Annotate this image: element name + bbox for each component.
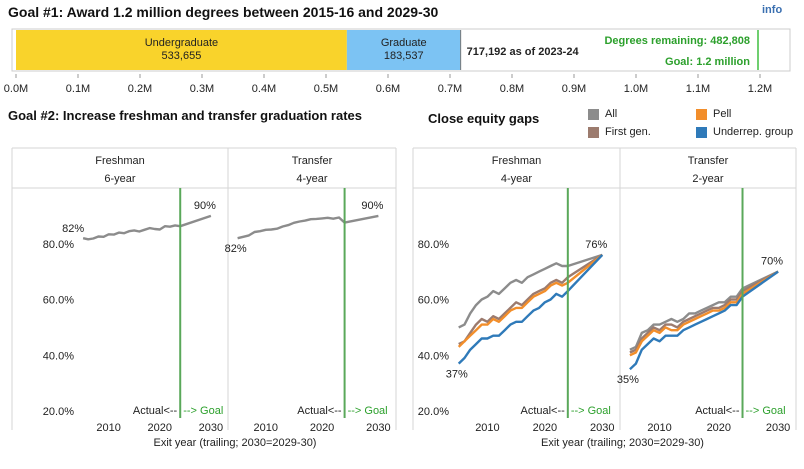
x-tick-label: 1.2M — [748, 83, 772, 95]
series-line-pell[interactable] — [629, 270, 779, 357]
equity-chart: 20.0% 40.0% 60.0% 80.0% Freshman 4-year 2010 20… — [412, 147, 797, 449]
y-tick-label: 60.0% — [43, 295, 74, 307]
panel-header: Freshman — [492, 155, 542, 167]
series-line-pell[interactable] — [457, 253, 604, 348]
x-tick-label: 0.5M — [314, 83, 338, 95]
panel-subheader: 4-year — [501, 173, 533, 185]
panel-subheader: 6-year — [104, 173, 136, 185]
panel-header: Transfer — [688, 155, 729, 167]
x-tick-label: 2010 — [96, 422, 120, 434]
start-value-label: 35% — [617, 374, 639, 386]
goal2-title: Goal #2: Increase freshman and transfer … — [8, 108, 363, 123]
end-value-label: 70% — [761, 256, 783, 268]
x-axis-title: Exit year (trailing; 2030=2029-30) — [541, 437, 704, 449]
legend-label-underrep: Underrep. group — [713, 126, 794, 138]
x-tick-label: 2020 — [148, 422, 172, 434]
y-tick-label: 40.0% — [418, 350, 449, 362]
x-tick-label: 2020 — [707, 422, 731, 434]
x-tick-label: 2030 — [766, 422, 790, 434]
grad-label: Graduate — [381, 37, 427, 49]
start-value-label: 37% — [446, 369, 468, 381]
bar-graduate[interactable] — [346, 30, 461, 70]
goal-arrow-label: --> Goal — [183, 405, 223, 417]
series-line-underrep-group[interactable] — [629, 270, 779, 371]
goal-arrow-label: --> Goal — [348, 405, 388, 417]
end-value-label: 90% — [194, 200, 216, 212]
equity-title: Close equity gaps — [428, 111, 540, 126]
x-tick-label: 0.9M — [562, 83, 586, 95]
total-label: 717,192 as of 2023-24 — [467, 46, 580, 58]
x-tick-label: 0.7M — [438, 83, 462, 95]
series-line-all[interactable] — [629, 270, 779, 351]
actual-label: Actual<-- — [695, 405, 740, 417]
end-value-label: 90% — [361, 200, 383, 212]
legend-swatch-all — [588, 109, 599, 120]
panel-freshman: Freshman 4-year 2010 2020 2030 Actual<-- --> G… — [446, 148, 621, 434]
series-line-all[interactable] — [237, 214, 379, 240]
undergrad-label: Undergraduate — [145, 37, 218, 49]
start-value-label: 82% — [225, 243, 247, 255]
undergrad-value: 533,655 — [162, 50, 202, 62]
panel-transfer: Transfer 4-year 2010 2020 2030 Actual<-- --> G… — [225, 148, 397, 434]
goal-arrow-label: --> Goal — [746, 405, 786, 417]
goal2-chart: 20.0% 40.0% 60.0% 80.0% Freshman 6-year 2010 20… — [11, 147, 397, 449]
x-tick-label: 0.2M — [128, 83, 152, 95]
x-tick-label: 2020 — [310, 422, 334, 434]
legend-label-pell: Pell — [713, 108, 732, 120]
x-tick-label: 0.0M — [4, 83, 28, 95]
x-tick-label: 0.6M — [376, 83, 400, 95]
panel-subheader: 2-year — [692, 173, 724, 185]
x-tick-label: 2010 — [254, 422, 278, 434]
x-tick-label: 2010 — [647, 422, 671, 434]
panel-header: Freshman — [95, 155, 145, 167]
goal-arrow-label: --> Goal — [571, 405, 611, 417]
y-tick-label: 80.0% — [418, 239, 449, 251]
end-value-label: 76% — [585, 239, 607, 251]
info-link[interactable]: info — [762, 4, 783, 16]
series-line-underrep-group[interactable] — [457, 254, 604, 365]
remaining-label: Degrees remaining: 482,808 — [604, 35, 750, 47]
actual-label: Actual<-- — [133, 405, 178, 417]
start-value-label: 82% — [62, 223, 84, 235]
y-tick-label: 40.0% — [43, 350, 74, 362]
equity-legend: All Pell First gen. Underrep. group — [588, 108, 798, 144]
panel-subheader: 4-year — [296, 173, 328, 185]
panel-header: Transfer — [292, 155, 333, 167]
x-tick-label: 0.3M — [190, 83, 214, 95]
x-tick-label: 2010 — [475, 422, 499, 434]
y-tick-label: 80.0% — [43, 239, 74, 251]
y-tick-label: 60.0% — [418, 295, 449, 307]
series-line-all[interactable] — [82, 214, 212, 241]
goal-label: Goal: 1.2 million — [665, 56, 750, 68]
actual-label: Actual<-- — [297, 405, 342, 417]
series-line-first-gen[interactable] — [629, 270, 779, 354]
bar-undergraduate[interactable] — [16, 30, 347, 70]
panel-freshman: Freshman 6-year 2010 2020 2030 Actual<-- --> G… — [62, 148, 229, 434]
panel-transfer: Transfer 2-year 2010 2020 2030 Actual<-- --> G… — [617, 148, 797, 434]
goal1-title: Goal #1: Award 1.2 million degrees betwe… — [8, 4, 439, 20]
x-tick-label: 0.1M — [66, 83, 90, 95]
x-tick-label: 2030 — [366, 422, 390, 434]
x-tick-label: 1.1M — [686, 83, 710, 95]
actual-label: Actual<-- — [520, 405, 565, 417]
legend-swatch-first-gen — [588, 127, 599, 138]
x-tick-label: 2030 — [590, 422, 614, 434]
x-tick-label: 0.4M — [252, 83, 276, 95]
series-line-all[interactable] — [458, 253, 603, 329]
y-tick-label: 20.0% — [43, 406, 74, 418]
series-line-first-gen[interactable] — [458, 253, 603, 346]
legend-label-first-gen: First gen. — [605, 126, 651, 138]
legend-swatch-pell — [696, 109, 707, 120]
x-tick-label: 0.8M — [500, 83, 524, 95]
y-tick-label: 20.0% — [418, 406, 449, 418]
x-axis-title: Exit year (trailing; 2030=2029-30) — [154, 437, 317, 449]
grad-value: 183,537 — [384, 50, 424, 62]
x-tick-label: 1.0M — [624, 83, 648, 95]
legend-swatch-underrep — [696, 127, 707, 138]
legend-label-all: All — [605, 108, 618, 120]
x-tick-label: 2030 — [199, 422, 223, 434]
x-tick-label: 2020 — [533, 422, 557, 434]
